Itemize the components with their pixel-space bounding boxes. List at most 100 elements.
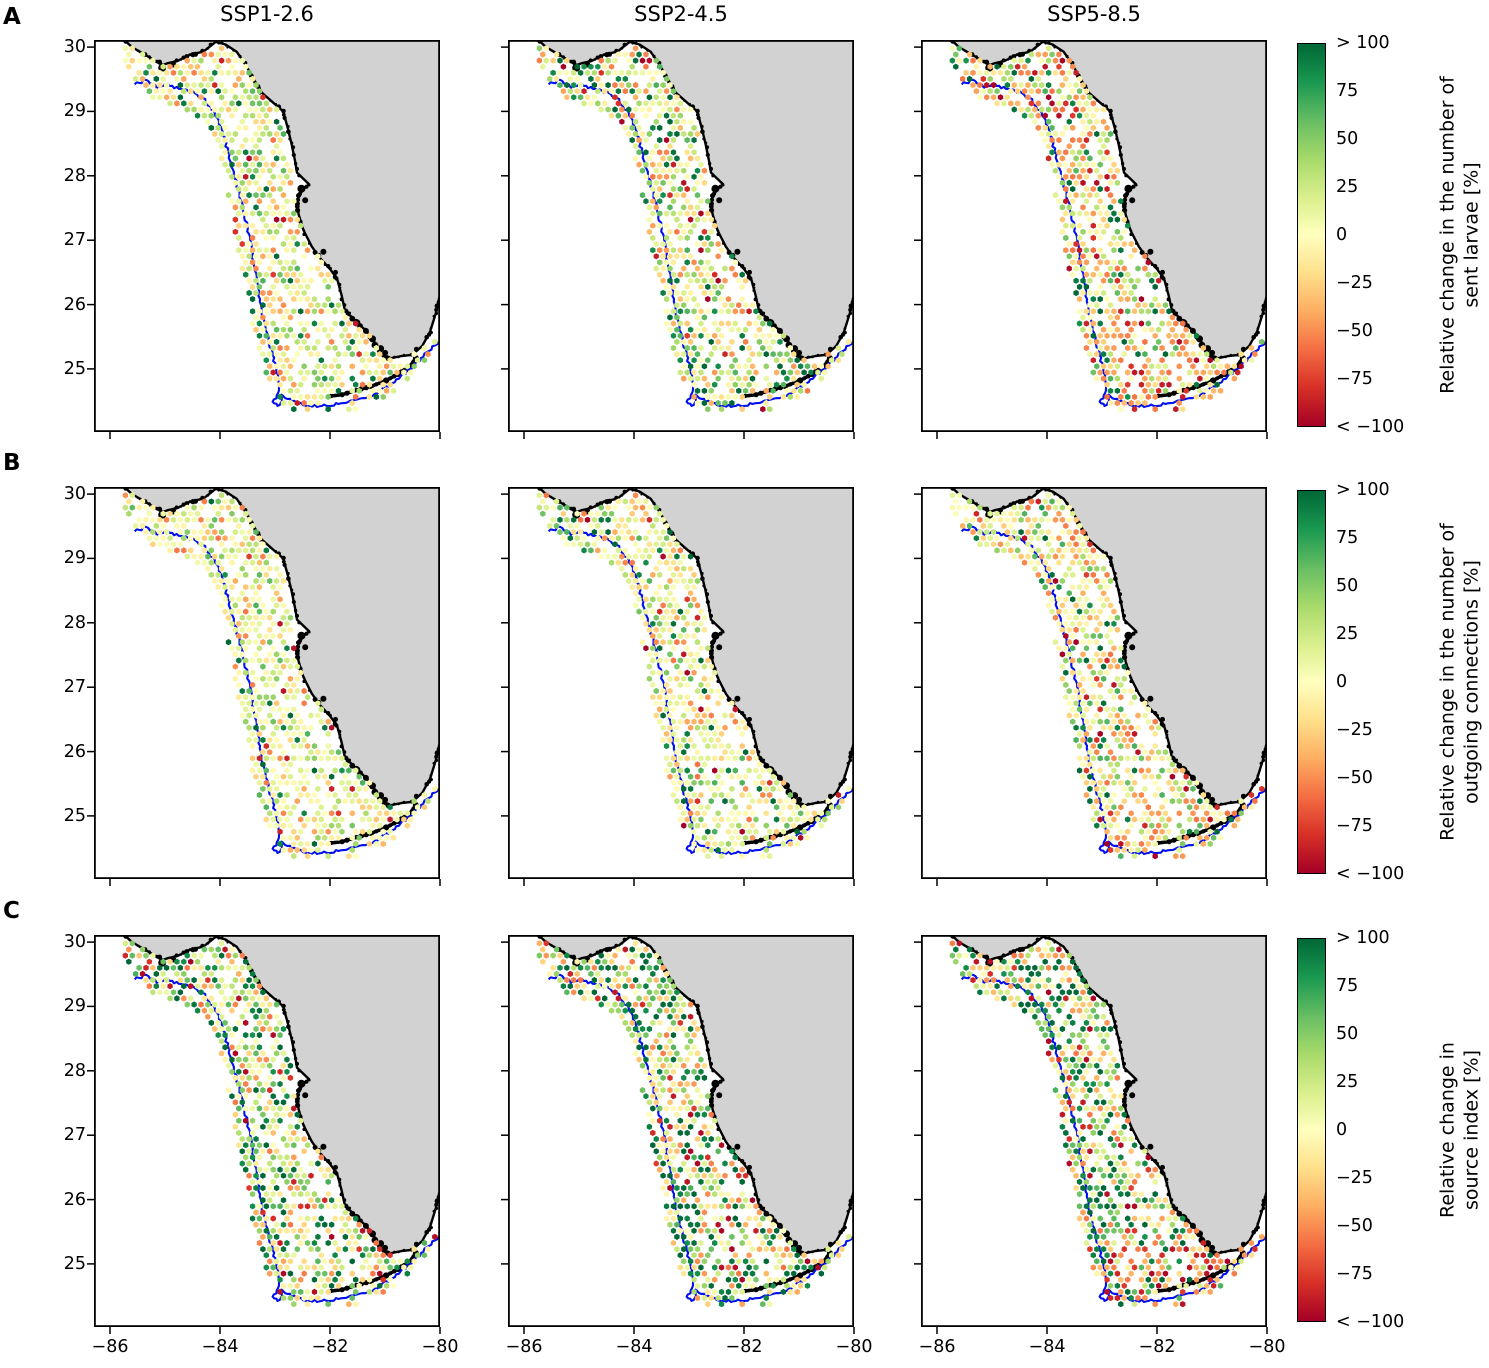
land-polygon	[124, 487, 440, 806]
panel-frame	[507, 486, 855, 880]
land-polygon	[951, 40, 1267, 359]
colorbar	[1297, 938, 1326, 1322]
colorbar-title-line1: Relative change in	[1436, 1042, 1459, 1218]
colorbar-tick-label: < −100	[1336, 1312, 1405, 1332]
land-polygon	[538, 935, 854, 1254]
land-polygon	[951, 935, 1267, 1254]
colorbar-tick-label: −75	[1336, 1264, 1373, 1284]
map-panel-B-SSP5-8.5	[914, 486, 1268, 886]
x-tick-label: −86	[505, 1337, 543, 1357]
colorbar-tick-label: 75	[1336, 81, 1359, 101]
y-tick-label: 25	[63, 806, 86, 826]
colorbar	[1297, 43, 1326, 427]
map-panel-A-SSP5-8.5	[914, 39, 1268, 439]
x-tick-label: −84	[615, 1337, 653, 1357]
model-cells	[122, 45, 438, 413]
colorbar-tick-label: > 100	[1336, 480, 1390, 500]
land-polygon	[124, 40, 440, 359]
land-polygon	[951, 487, 1267, 806]
map-content	[948, 935, 1267, 1308]
colorbar-tick-label: < −100	[1336, 864, 1405, 884]
colorbar-tick-label: 75	[1336, 976, 1359, 996]
x-tick-label: −84	[201, 1337, 239, 1357]
y-tick-label: 26	[63, 742, 86, 762]
colorbar-tick-label: 50	[1336, 1024, 1359, 1044]
colorbar-tick-label: 50	[1336, 576, 1359, 596]
colorbar-tick-label: 0	[1336, 672, 1348, 692]
x-tick-label: −80	[835, 1337, 873, 1357]
panel-frame	[920, 39, 1268, 433]
y-tick-label: 26	[63, 1190, 86, 1210]
y-tick-label: 28	[63, 613, 86, 633]
colorbar-tick-label: −25	[1336, 720, 1373, 740]
colorbar-title-line2: outgoing connections [%]	[1460, 560, 1483, 804]
x-tick-label: −80	[1248, 1337, 1286, 1357]
y-tick-label: 25	[63, 1254, 86, 1274]
map-content	[948, 487, 1267, 860]
y-tick-label: 29	[63, 548, 86, 568]
map-content	[948, 40, 1267, 413]
map-content	[535, 935, 854, 1308]
model-cells	[122, 492, 438, 860]
colorbar	[1297, 490, 1326, 874]
colorbar-tick-label: 25	[1336, 177, 1359, 197]
panel-frame	[93, 486, 441, 880]
y-tick-label: 25	[63, 359, 86, 379]
map-content	[535, 40, 854, 413]
colorbar-tick-label: > 100	[1336, 33, 1390, 53]
map-panel-A-SSP2-4.5	[501, 39, 855, 439]
colorbar-tick-label: 75	[1336, 528, 1359, 548]
model-cells	[536, 45, 852, 413]
panel-frame	[507, 39, 855, 433]
coast-detail	[535, 487, 854, 846]
land-polygon	[538, 40, 854, 359]
colorbar-title-line2: sent larvae [%]	[1460, 162, 1483, 308]
panel-row-label-c: C	[3, 898, 20, 924]
model-cells	[949, 940, 1265, 1308]
colorbar-tick-label: > 100	[1336, 928, 1390, 948]
colorbar-tick-label: < −100	[1336, 417, 1405, 437]
colorbar-tick-label: −50	[1336, 1216, 1373, 1236]
y-tick-label: 29	[63, 101, 86, 121]
map-content	[121, 40, 440, 413]
colorbar-tick-label: 0	[1336, 1120, 1348, 1140]
panel-frame	[93, 934, 441, 1328]
y-tick-label: 27	[63, 230, 86, 250]
colorbar-tick-label: −25	[1336, 273, 1373, 293]
colorbar-tick-label: 25	[1336, 624, 1359, 644]
panel-frame	[920, 486, 1268, 880]
map-panel-C-SSP5-8.5	[914, 934, 1268, 1334]
panel-frame	[93, 39, 441, 433]
colorbar-tick-label: −75	[1336, 369, 1373, 389]
y-tick-label: 27	[63, 1125, 86, 1145]
colorbar-tick-label: 0	[1336, 225, 1348, 245]
panel-row-label-a: A	[3, 4, 21, 30]
colorbar-tick-label: −50	[1336, 321, 1373, 341]
land-polygon	[538, 487, 854, 806]
colorbar-tick-label: −50	[1336, 768, 1373, 788]
model-cells	[949, 45, 1265, 413]
y-tick-label: 30	[63, 932, 86, 952]
panel-row-label-b: B	[3, 450, 21, 476]
map-content	[121, 935, 440, 1308]
y-tick-label: 28	[63, 1061, 86, 1081]
map-panel-C-SSP2-4.5	[501, 934, 855, 1334]
colorbar-tick-label: −25	[1336, 1168, 1373, 1188]
colorbar-title-line2: source index [%]	[1460, 1049, 1483, 1211]
colorbar-title-line1: Relative change in the number of	[1436, 76, 1459, 394]
colorbar-tick-label: 50	[1336, 129, 1359, 149]
map-content	[121, 487, 440, 860]
map-panel-B-SSP1-2.6	[87, 486, 441, 886]
panel-frame	[507, 934, 855, 1328]
colorbar-tick-label: −75	[1336, 816, 1373, 836]
model-cells	[949, 492, 1265, 860]
y-tick-label: 26	[63, 295, 86, 315]
map-panel-B-SSP2-4.5	[501, 486, 855, 886]
land-polygon	[124, 935, 440, 1254]
colorbar-tick-label: 25	[1336, 1072, 1359, 1092]
y-tick-label: 29	[63, 996, 86, 1016]
column-title-ssp2-4-5: SSP2-4.5	[634, 2, 728, 26]
y-tick-label: 30	[63, 484, 86, 504]
model-cells	[536, 940, 852, 1308]
